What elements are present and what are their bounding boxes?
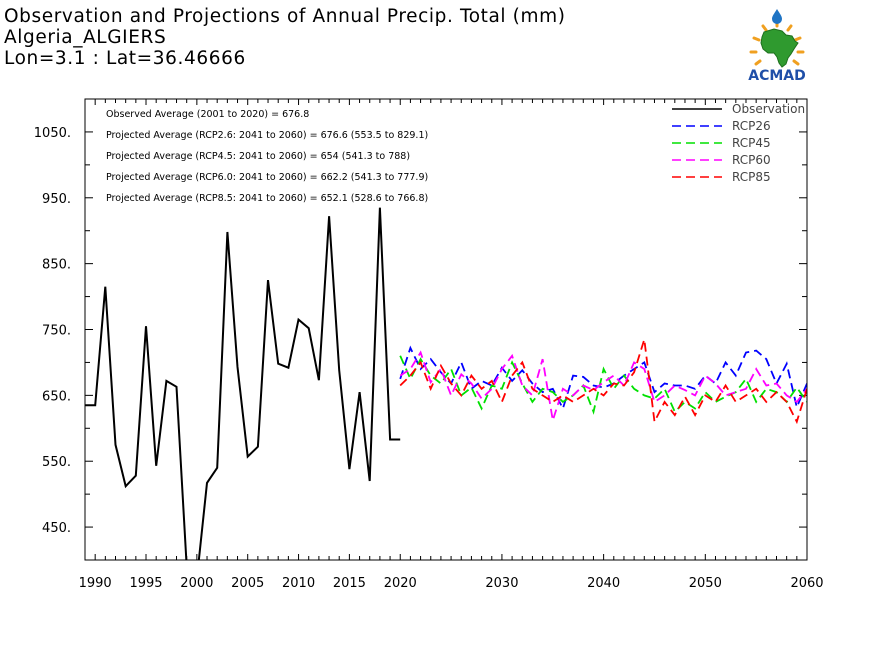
- legend-label: RCP26: [732, 119, 771, 133]
- y-tick-label: 450.: [42, 521, 71, 536]
- station-name: Algeria_ALGIERS: [4, 27, 167, 48]
- x-tick-label: 2000: [180, 576, 213, 591]
- stat-line: Observed Average (2001 to 2020) = 676.8: [106, 109, 309, 120]
- legend-label: RCP45: [732, 136, 771, 150]
- series-line-observation: [85, 207, 401, 560]
- x-tick-label: 1990: [79, 576, 112, 591]
- series-line-rcp26: [399, 345, 807, 411]
- legend-label: RCP85: [732, 170, 771, 184]
- water-drop-icon: [772, 9, 782, 24]
- x-tick-label: 2005: [231, 576, 264, 591]
- stat-line: Projected Average (RCP8.5: 2041 to 2060)…: [106, 193, 428, 204]
- x-tick-label: 1995: [129, 576, 162, 591]
- y-axis-ticks: 450. 550. 650. 750. 850. 950. 1050.: [34, 98, 807, 561]
- plot-frame: [84, 98, 808, 561]
- y-tick-label: 1050.: [34, 126, 71, 141]
- legend-label: Observation: [732, 102, 805, 116]
- series-line-rcp45: [399, 355, 807, 415]
- stats-annotations: Observed Average (2001 to 2020) = 676.8 P…: [106, 109, 428, 204]
- x-tick-label: 2030: [485, 576, 518, 591]
- y-tick-label: 550.: [42, 455, 71, 470]
- x-tick-label: 2010: [282, 576, 315, 591]
- x-tick-label: 2020: [384, 576, 417, 591]
- station-coordinates: Lon=3.1 : Lat=36.46666: [4, 48, 246, 69]
- acmad-africa-logo-icon: ACMAD: [748, 9, 806, 84]
- logo-text: ACMAD: [748, 68, 806, 84]
- legend: Observation RCP26 RCP45 RCP60 RCP85: [672, 102, 805, 184]
- x-tick-label: 2060: [790, 576, 823, 591]
- series-line-rcp60: [399, 350, 807, 421]
- x-tick-label: 2015: [333, 576, 366, 591]
- chart-title: Observation and Projections of Annual Pr…: [4, 6, 566, 27]
- data-series: [85, 207, 807, 560]
- stat-line: Projected Average (RCP4.5: 2041 to 2060)…: [106, 151, 410, 162]
- y-tick-label: 950.: [42, 192, 71, 207]
- x-tick-label: 2050: [689, 576, 722, 591]
- series-line-rcp85: [399, 339, 807, 425]
- stat-line: Projected Average (RCP2.6: 2041 to 2060)…: [106, 130, 428, 141]
- title-block: Observation and Projections of Annual Pr…: [4, 6, 566, 69]
- y-tick-label: 850.: [42, 258, 71, 273]
- legend-label: RCP60: [732, 153, 771, 167]
- x-tick-label: 2040: [587, 576, 620, 591]
- x-axis-ticks: 1990 1995 2000 2005 2010 2015 2020 2030 2040 2050…: [79, 99, 824, 591]
- stat-line: Projected Average (RCP6.0: 2041 to 2060)…: [106, 172, 428, 183]
- y-tick-label: 650.: [42, 389, 71, 404]
- y-tick-label: 750.: [42, 324, 71, 339]
- africa-shape-icon: [760, 28, 799, 68]
